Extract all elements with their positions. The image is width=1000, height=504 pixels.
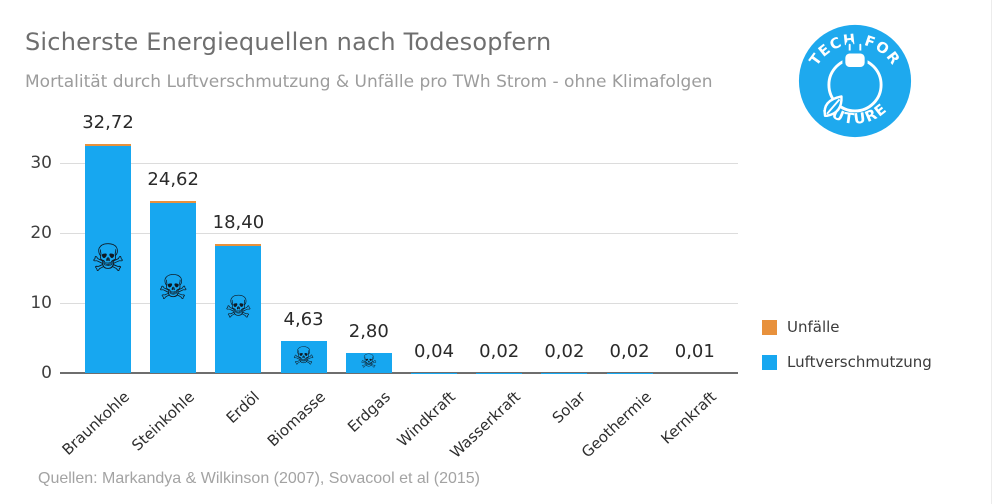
- skull-crossbones-icon: ☠: [224, 289, 253, 326]
- bar-segment-unfaelle: [215, 244, 262, 247]
- legend-swatch: [762, 354, 777, 370]
- legend-item: Luftverschmutzung: [762, 353, 962, 371]
- bar-value-label: 32,72: [82, 111, 134, 133]
- y-tick-label: 30: [30, 153, 52, 173]
- legend-label: Luftverschmutzung: [787, 353, 932, 371]
- bar-segment-unfaelle: [85, 143, 131, 146]
- skull-crossbones-icon: ☠: [90, 236, 126, 280]
- bar-value-label: 0,02: [479, 340, 520, 362]
- y-tick-label: 10: [30, 293, 52, 313]
- page-title: Sicherste Energiequellen nach Todesopfer…: [25, 28, 552, 56]
- bar-erdöl: [215, 244, 262, 373]
- legend-label: Unfälle: [787, 318, 840, 336]
- bar-value-label: 4,63: [283, 308, 324, 330]
- gridline: [60, 303, 738, 304]
- bar-value-label: 18,40: [212, 212, 265, 234]
- skull-crossbones-icon: ☠: [292, 341, 315, 371]
- gridline: [60, 233, 738, 234]
- leaf-icon: [823, 95, 843, 118]
- legend-item: Unfälle: [762, 318, 962, 336]
- bar-value-label: 0,01: [674, 340, 715, 362]
- y-tick-label: 0: [41, 363, 52, 383]
- bar-segment-unfaelle: [150, 200, 197, 203]
- skull-crossbones-icon: ☠: [157, 268, 189, 308]
- bar-value-label: 24,62: [147, 168, 199, 190]
- bar-value-label: 0,02: [609, 340, 650, 362]
- skull-crossbones-icon: ☠: [360, 350, 378, 373]
- right-edge-divider: [991, 0, 992, 504]
- gridline: [60, 163, 738, 164]
- plug-icon: [842, 40, 868, 70]
- bar-value-label: 0,04: [413, 340, 455, 362]
- legend: Unfälle Luftverschmutzung: [762, 318, 962, 388]
- bar-value-label: 2,80: [348, 321, 389, 343]
- source-note: Quellen: Markandya & Wilkinson (2007), S…: [38, 470, 480, 487]
- x-axis-line: [60, 372, 738, 374]
- bar-steinkohle: [150, 200, 197, 373]
- tech-for-future-logo: TECH FOR FUTURE: [798, 24, 912, 138]
- bar-biomasse: [280, 340, 327, 373]
- bar-erdgas: [345, 353, 392, 373]
- bar-braunkohle: [85, 143, 131, 373]
- page-subtitle: Mortalität durch Luftverschmutzung & Unf…: [25, 72, 713, 92]
- y-tick-label: 20: [30, 223, 52, 243]
- bar-value-label: 0,02: [544, 340, 585, 362]
- legend-swatch: [762, 319, 777, 335]
